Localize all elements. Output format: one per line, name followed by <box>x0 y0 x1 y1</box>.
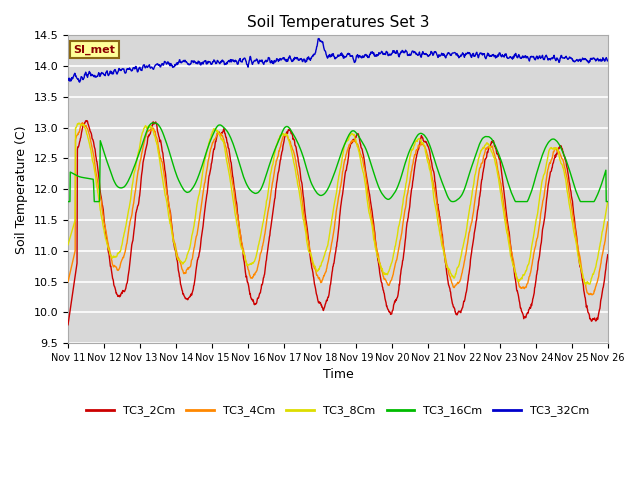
X-axis label: Time: Time <box>323 369 353 382</box>
Legend: TC3_2Cm, TC3_4Cm, TC3_8Cm, TC3_16Cm, TC3_32Cm: TC3_2Cm, TC3_4Cm, TC3_8Cm, TC3_16Cm, TC3… <box>82 401 594 421</box>
Y-axis label: Soil Temperature (C): Soil Temperature (C) <box>15 125 28 253</box>
Title: Soil Temperatures Set 3: Soil Temperatures Set 3 <box>246 15 429 30</box>
Text: SI_met: SI_met <box>74 45 115 55</box>
